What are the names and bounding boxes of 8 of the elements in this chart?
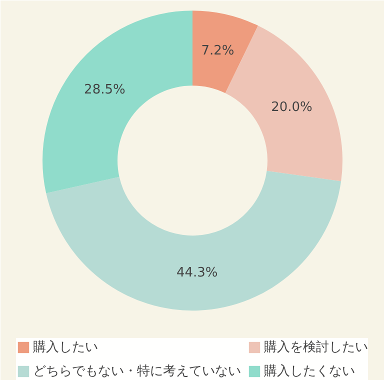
data-label: 20.0%	[271, 100, 312, 116]
legend-label: 購入を検討したい	[264, 339, 368, 356]
legend-label: どちらでもない・特に考えていない	[33, 363, 241, 380]
data-label: 28.5%	[84, 82, 126, 98]
legend-label: 購入したくない	[264, 363, 355, 380]
data-label: 44.3%	[176, 265, 218, 280]
data-label: 7.2%	[201, 43, 234, 58]
legend-label: 購入したい	[33, 339, 98, 356]
